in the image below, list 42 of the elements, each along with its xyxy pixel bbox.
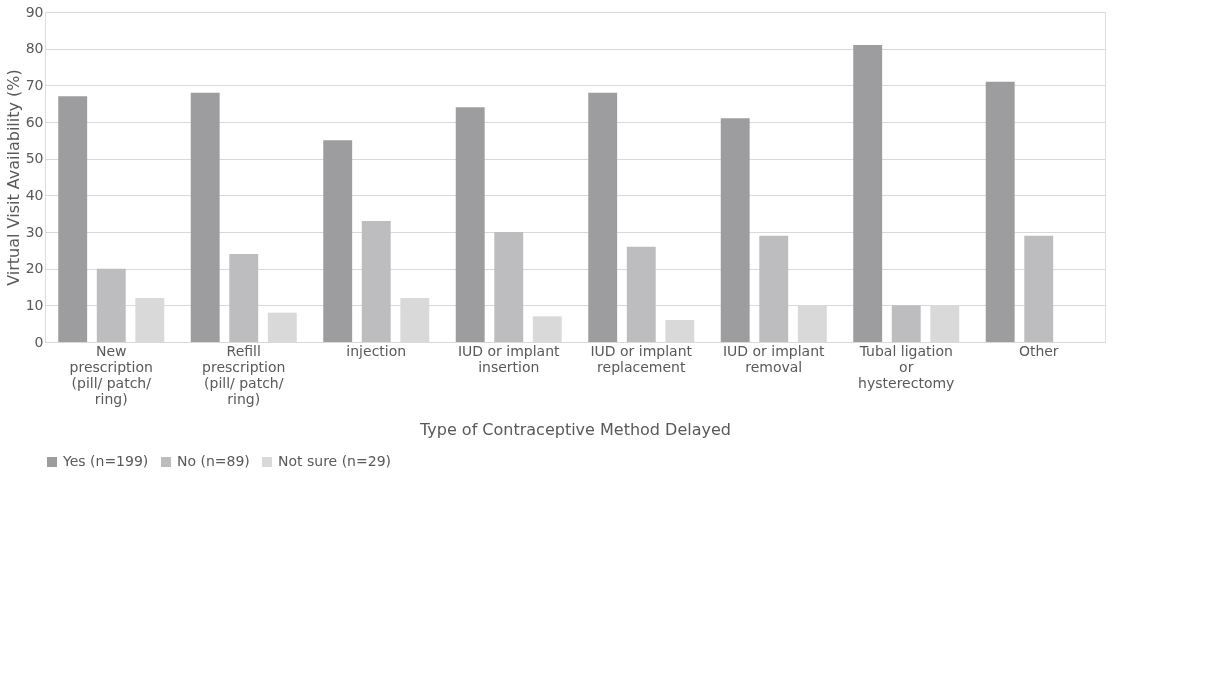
x-tick-label: New prescription (pill/ patch/ ring) [69, 342, 153, 407]
y-tick-label: 30 [25, 223, 44, 240]
bar [323, 140, 353, 342]
bar [720, 118, 750, 342]
bar [532, 316, 562, 342]
legend-label: Yes (n=199) [62, 453, 149, 469]
bar [588, 92, 618, 342]
x-tick-label: injection [346, 342, 407, 359]
bar [626, 246, 656, 342]
bar [494, 232, 524, 342]
bar [455, 107, 485, 342]
bar [229, 254, 259, 342]
x-tick-label: IUD or implant replacement [590, 342, 693, 375]
x-tick-label: Other [1018, 342, 1059, 359]
x-axis-title: Type of Contraceptive Method Delayed [419, 419, 731, 439]
bar [58, 96, 88, 342]
bar [96, 268, 126, 342]
bar [759, 235, 789, 342]
x-tick-label: IUD or implant removal [722, 342, 826, 375]
legend-label: Not sure (n=29) [278, 453, 391, 469]
bar [665, 320, 695, 342]
y-tick-label: 0 [34, 333, 44, 350]
bar [891, 305, 921, 342]
y-tick-label: 50 [25, 150, 44, 167]
x-tick-label: Refill prescription (pill/ patch/ ring) [202, 342, 286, 407]
y-tick-label: 60 [25, 113, 44, 130]
y-tick-label: 70 [25, 76, 44, 93]
y-axis-title: Virtual Visit Availability (%) [3, 69, 23, 286]
bar [361, 221, 391, 342]
y-tick-label: 40 [25, 186, 44, 203]
x-tick-label: IUD or implant insertion [457, 342, 561, 375]
legend-label: No (n=89) [177, 453, 250, 469]
y-tick-label: 20 [25, 260, 44, 277]
bar [985, 81, 1015, 342]
y-tick-label: 80 [25, 40, 44, 57]
y-tick-label: 10 [25, 296, 44, 313]
y-tick-label: 90 [25, 3, 44, 20]
bar [1024, 235, 1054, 342]
x-tick-label: Tubal ligation or hysterectomy [858, 342, 955, 391]
bar [853, 45, 883, 342]
bar [190, 92, 220, 342]
bar [267, 312, 297, 342]
